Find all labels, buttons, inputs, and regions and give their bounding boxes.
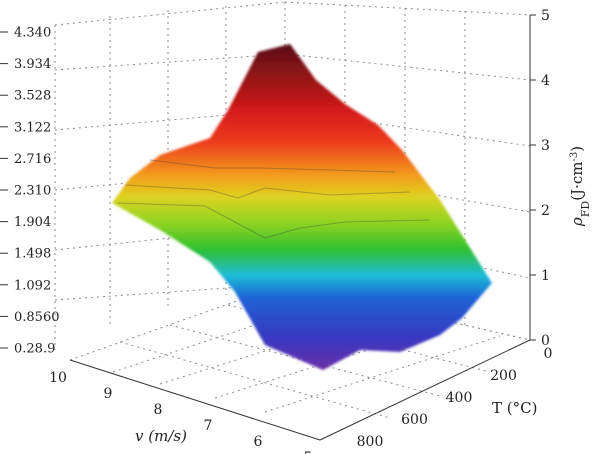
z-tick-label: 0	[541, 333, 550, 349]
v-tick-label: 7	[204, 418, 213, 434]
colorbar-tick-label: 1.498	[14, 247, 51, 262]
t-tick-label: 0	[544, 346, 553, 362]
z-axis-ticks: 0 1 2 3 4 5	[530, 8, 550, 349]
colorbar-tick-label: 0.8560	[14, 310, 60, 325]
colorbar-tick-label: 2.310	[14, 184, 51, 199]
colorbar-tick-label: 0.28.9	[14, 342, 55, 357]
z-tick-label: 5	[541, 8, 550, 24]
colorbar-tick-label: 1.904	[14, 215, 51, 230]
z-tick-label: 1	[541, 268, 550, 284]
floor-axes	[69, 339, 531, 441]
colorbar-tick-label: 3.934	[14, 57, 51, 72]
v-axis-label: v (m/s)	[135, 427, 187, 445]
t-tick-label: 200	[490, 368, 517, 384]
z-axis: 0 1 2 3 4 5 ρFD(J·cm-3)	[529, 8, 592, 349]
v-tick-label: 10	[49, 370, 67, 386]
colorbar-tick-label: 2.716	[14, 152, 51, 167]
t-axis-label: T (°C)	[492, 399, 537, 417]
z-tick-label: 2	[541, 203, 550, 219]
t-axis-ticks: 0 200 400 600 800	[357, 346, 553, 450]
surface-body	[112, 44, 492, 370]
t-tick-label: 400	[446, 390, 473, 406]
v-tick-label: 9	[104, 386, 113, 402]
colorbar-tick-label: 3.528	[14, 89, 51, 104]
t-axis-line	[319, 339, 531, 441]
v-tick-label: 8	[154, 402, 163, 418]
t-tick-label: 800	[357, 434, 384, 450]
colorbar-tick-label: 1.092	[14, 278, 51, 293]
colorbar-ticks: 4.340 3.934 3.528 3.122 2.716 2.310 1.904 1.498…	[0, 26, 60, 357]
z-tick-label: 3	[541, 138, 550, 154]
v-axis-ticks: 10 9 8 7 6 5	[49, 370, 312, 454]
v-axis-line	[69, 359, 321, 441]
surface	[112, 44, 492, 370]
v-tick-label: 6	[254, 434, 263, 450]
v-tick-label: 5	[304, 450, 313, 454]
colorbar-tick-label: 3.122	[14, 120, 51, 135]
colorbar-tick-label: 4.340	[14, 26, 51, 41]
contour-lines	[117, 159, 431, 239]
t-tick-label: 600	[401, 412, 428, 428]
z-tick-label: 4	[541, 73, 550, 89]
z-axis-label: ρFD(J·cm-3)	[568, 146, 592, 227]
